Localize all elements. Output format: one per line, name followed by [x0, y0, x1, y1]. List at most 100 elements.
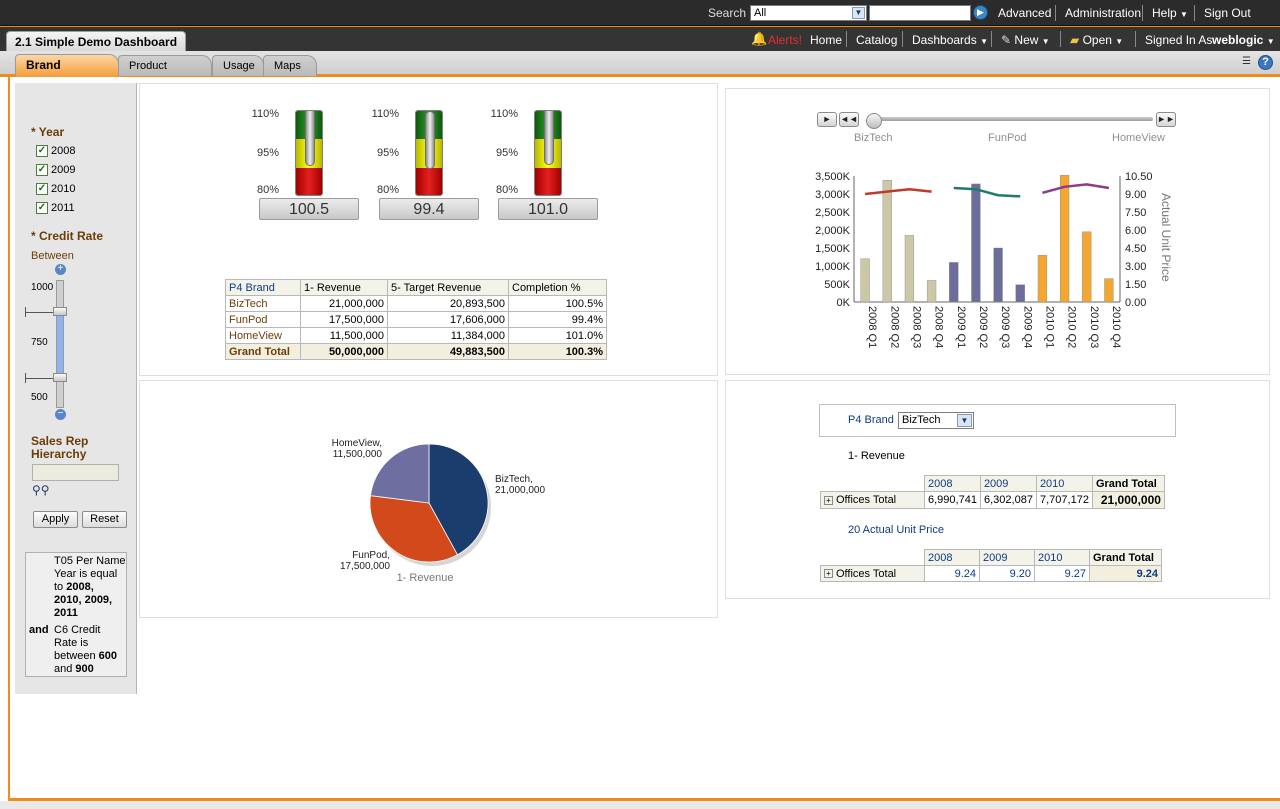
table-cell: 9.24 — [1089, 565, 1162, 582]
tab-usage[interactable]: Usage — [212, 55, 264, 76]
price-pivot-title: 20 Actual Unit Price — [848, 524, 944, 536]
bar — [926, 280, 937, 303]
slider-tick-label: 500 — [31, 392, 48, 403]
search-go-icon[interactable]: ▶ — [973, 5, 988, 20]
new-menu[interactable]: ✎ New ▼ — [1001, 33, 1050, 47]
table-cell: 100.5% — [508, 295, 607, 312]
column-header[interactable]: 1- Revenue — [300, 279, 388, 296]
year-checkbox-2009[interactable]: ✓ — [36, 164, 48, 176]
column-header[interactable]: 2008 — [924, 475, 981, 492]
administration-link[interactable]: Administration — [1065, 6, 1142, 20]
search-input[interactable] — [869, 5, 971, 21]
sales-rep-label-line1: Sales Rep — [31, 434, 89, 448]
column-header[interactable]: 2008 — [924, 549, 980, 566]
reset-button[interactable]: Reset — [82, 511, 127, 528]
grand-total-row: Grand Total 50,000,000 49,883,500 100.3% — [225, 343, 607, 360]
dashboards-menu[interactable]: Dashboards ▼ — [912, 33, 988, 47]
pie-slice — [428, 443, 489, 556]
table-header-row: 2008 2009 2010 Grand Total — [821, 549, 1162, 566]
slider-increase-icon[interactable]: + — [55, 264, 66, 275]
column-header[interactable]: Grand Total — [1091, 475, 1165, 492]
brand-select-value: BizTech — [902, 414, 941, 426]
tab-product-details[interactable]: Product Details — [118, 55, 212, 92]
search-scope-select[interactable]: All ▼ — [750, 5, 867, 21]
dashboard-title: 2.1 Simple Demo Dashboard — [6, 31, 187, 52]
bar — [971, 183, 981, 303]
divider — [1060, 31, 1061, 47]
brand-prompt-label: P4 Brand — [848, 414, 894, 426]
tab-maps[interactable]: Maps — [263, 55, 317, 76]
y-tick-label: 3,500K — [815, 171, 851, 183]
column-header[interactable]: 5- Target Revenue — [387, 279, 509, 296]
column-header[interactable]: 2009 — [979, 549, 1035, 566]
year-checkbox-2010[interactable]: ✓ — [36, 183, 48, 195]
credit-rate-max-handle[interactable] — [53, 307, 67, 316]
help-menu[interactable]: Help ▼ — [1152, 6, 1188, 20]
table-header-row: P4 Brand 1- Revenue 5- Target Revenue Co… — [225, 279, 607, 296]
x-tick-label: 2008 Q2 — [888, 306, 900, 348]
bar — [882, 180, 892, 303]
divider — [902, 31, 903, 47]
filter-value: 2011 — [54, 607, 78, 619]
user-menu[interactable]: weblogic ▼ — [1212, 33, 1275, 47]
open-menu[interactable]: ▰ Open ▼ — [1070, 33, 1123, 47]
slider-decrease-icon[interactable]: − — [55, 409, 66, 420]
row-label[interactable]: + Offices Total — [820, 491, 925, 509]
year-checkbox-2011[interactable]: ✓ — [36, 202, 48, 214]
credit-rate-min-handle[interactable] — [53, 373, 67, 382]
y-tick-label: 2,500K — [815, 207, 851, 219]
slider-thumb[interactable] — [866, 113, 882, 129]
y2-tick-label: 0.00 — [1125, 297, 1146, 309]
play-button[interactable]: ► — [817, 112, 837, 127]
column-header[interactable]: P4 Brand — [225, 279, 301, 296]
sign-out-link[interactable]: Sign Out — [1204, 6, 1251, 20]
expand-icon[interactable]: + — [824, 495, 833, 505]
slider-label[interactable]: HomeView — [1112, 132, 1165, 144]
apply-button[interactable]: Apply — [33, 511, 78, 528]
alerts-link[interactable]: Alerts! — [768, 33, 803, 47]
gauge-tick: 95% — [256, 147, 279, 159]
slider-label[interactable]: FunPod — [988, 132, 1027, 144]
y-tick-label: 1,000K — [815, 261, 851, 273]
column-header[interactable]: Completion % — [508, 279, 607, 296]
pie-slice-label: HomeView, — [332, 438, 382, 449]
help-icon[interactable]: ? — [1258, 55, 1273, 70]
row-label[interactable]: + Offices Total — [820, 565, 925, 582]
filter-value: 600 — [98, 650, 118, 662]
slider-track[interactable] — [867, 117, 1153, 121]
table-cell: 17,606,000 — [387, 311, 509, 328]
column-header[interactable]: 2009 — [979, 475, 1037, 492]
home-link[interactable]: Home — [810, 33, 843, 47]
catalog-link[interactable]: Catalog — [856, 33, 898, 47]
sales-rep-input[interactable] — [32, 464, 119, 481]
bar — [1104, 278, 1114, 303]
gauge-tick: 80% — [256, 184, 279, 196]
slider-label[interactable]: BizTech — [854, 132, 893, 144]
filter-text: Rate is — [54, 637, 89, 649]
table-cell: 99.4% — [508, 311, 607, 328]
next-button[interactable]: ►► — [1156, 112, 1176, 127]
advanced-link[interactable]: Advanced — [998, 6, 1052, 20]
row-label[interactable]: BizTech — [225, 295, 301, 312]
page-options-icon[interactable]: ☰ — [1242, 56, 1251, 67]
bell-icon[interactable]: 🔔 — [751, 31, 768, 46]
open-label: Open — [1082, 33, 1112, 47]
row-label[interactable]: FunPod — [225, 311, 301, 328]
tab-brand-analysis[interactable]: Brand Analysis — [15, 54, 119, 92]
filter-text-part: and — [54, 663, 76, 675]
year-checkbox-2008[interactable]: ✓ — [36, 145, 48, 157]
brand-select[interactable]: BizTech ▼ — [898, 412, 974, 429]
filter-text: and 900 — [54, 663, 94, 676]
table-cell: 11,500,000 — [300, 327, 388, 344]
filter-summary: T05 Per Name Year is equal to 2008, 2010… — [25, 552, 127, 677]
previous-button[interactable]: ◄◄ — [839, 112, 859, 127]
expand-icon[interactable]: + — [824, 569, 833, 579]
filter-text: between 600 — [54, 650, 117, 663]
pie-slice — [370, 443, 430, 504]
column-header[interactable]: 2010 — [1035, 475, 1093, 492]
min-indicator-tick — [25, 373, 26, 383]
column-header[interactable]: Grand Total — [1089, 549, 1162, 566]
row-label[interactable]: HomeView — [225, 327, 301, 344]
binoculars-search-icon[interactable]: ⚲⚲ — [32, 483, 50, 497]
column-header[interactable]: 2010 — [1034, 549, 1090, 566]
